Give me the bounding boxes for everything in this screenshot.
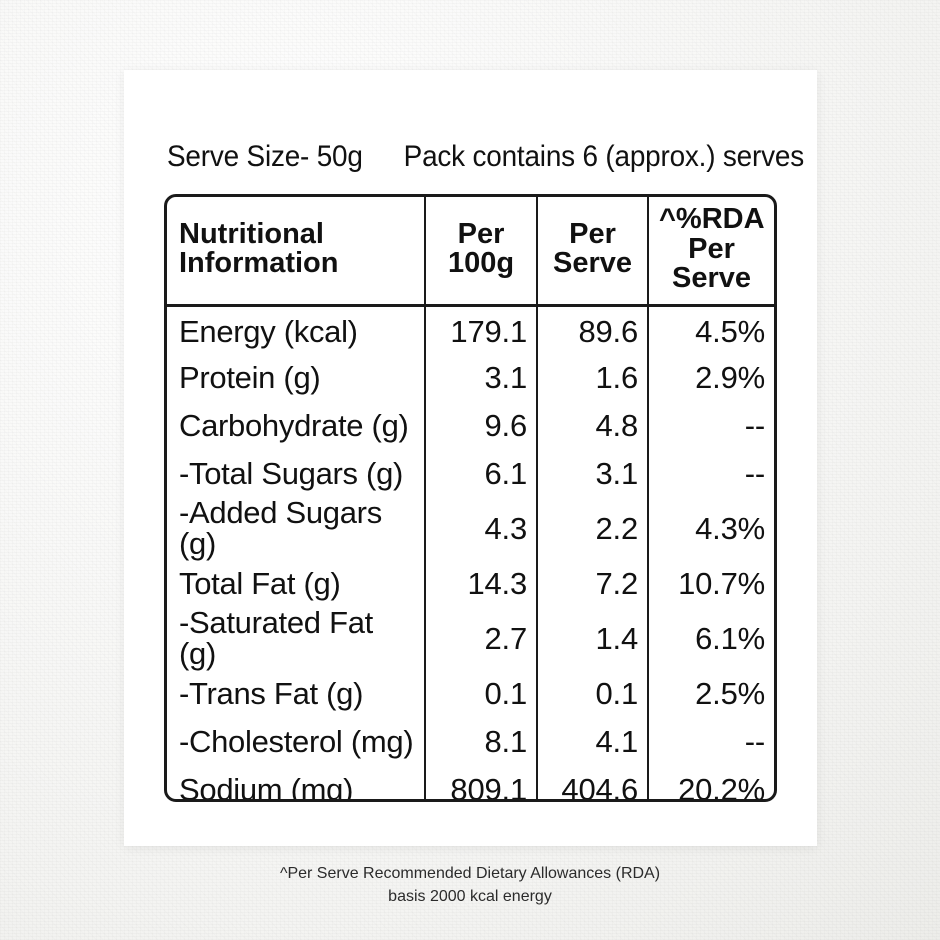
header-rda-line-2: Per Serve — [671, 232, 751, 295]
rda-per-serve-cell: -- — [647, 401, 774, 450]
table-row: -Added Sugars (g) 4.3 2.2 4.3% — [167, 495, 774, 562]
header-per100g-line-2: 100g — [447, 247, 515, 280]
per-serve-cell: 1.6 — [536, 353, 648, 402]
table-row: Protein (g) 3.1 1.6 2.9% — [167, 353, 774, 402]
nutrient-name-cell: Energy (kcal) — [179, 314, 358, 350]
rda-per-serve-cell: 10.7% — [647, 559, 774, 608]
per-100g-cell: 8.1 — [424, 717, 537, 766]
per-100g-cell: 809.1 — [424, 765, 537, 799]
per-100g-cell: 14.3 — [424, 559, 537, 608]
table-row: Total Fat (g) 14.3 7.2 10.7% — [167, 559, 774, 608]
table-row: -Saturated Fat (g) 2.7 1.4 6.1% — [167, 605, 774, 672]
per-100g-cell: 0.1 — [424, 669, 537, 718]
nutrition-table-element: Nutritional Information Per 100g Per Ser… — [167, 197, 774, 802]
rda-per-serve-cell: 20.2% — [647, 765, 774, 799]
per-serve-cell: 2.2 — [536, 497, 648, 560]
nutrient-name-cell: -Added Sugars (g) — [179, 495, 382, 562]
table-row: -Cholesterol (mg) 8.1 4.1 -- — [167, 717, 774, 766]
per-serve-cell: 1.4 — [536, 607, 648, 670]
nutrient-name-cell: Sodium (mg) — [179, 771, 354, 802]
nutrition-label-card: Serve Size- 50g Pack contains 6 (approx.… — [124, 70, 817, 846]
footnote-line-1: ^Per Serve Recommended Dietary Allowance… — [279, 865, 661, 882]
header-rda-line-1: ^%RDA — [659, 203, 765, 235]
table-row: Carbohydrate (g) 9.6 4.8 -- — [167, 401, 774, 450]
table-header: Nutritional Information Per 100g Per Ser… — [167, 197, 774, 307]
per-serve-cell: 3.1 — [536, 449, 648, 498]
table-header-row: Nutritional Information Per 100g Per Ser… — [167, 197, 774, 307]
nutrient-name-cell: -Total Sugars (g) — [179, 455, 404, 491]
footnote: ^Per Serve Recommended Dietary Allowance… — [0, 862, 940, 908]
column-header-nutritional-information: Nutritional Information — [167, 197, 425, 307]
column-header-rda-per-serve: ^%RDA Per Serve — [647, 197, 774, 307]
nutrition-facts-table: Nutritional Information Per 100g Per Ser… — [164, 194, 777, 802]
per-serve-cell: 404.6 — [536, 765, 648, 799]
rda-per-serve-cell: 6.1% — [647, 607, 774, 670]
rda-per-serve-cell: 4.3% — [647, 497, 774, 560]
rda-per-serve-cell: 2.5% — [647, 669, 774, 718]
column-header-per-serve: Per Serve — [536, 197, 648, 307]
per-serve-cell: 7.2 — [536, 559, 648, 608]
nutrient-name-cell: Protein (g) — [179, 359, 321, 395]
nutrient-name-cell: -Saturated Fat (g) — [179, 605, 373, 672]
column-header-per-100g: Per 100g — [424, 197, 537, 307]
nutrient-name-cell: -Cholesterol (mg) — [179, 723, 414, 759]
per-100g-cell: 9.6 — [424, 401, 537, 450]
per-100g-cell: 4.3 — [424, 497, 537, 560]
per-100g-cell: 179.1 — [424, 305, 537, 354]
nutrient-name-cell: Carbohydrate (g) — [179, 407, 409, 443]
serve-size-text: Serve Size- 50g — [167, 140, 363, 173]
header-name-line-1: Nutritional — [179, 217, 324, 250]
nutrient-name-cell: Total Fat (g) — [179, 565, 341, 601]
rda-per-serve-cell: -- — [647, 717, 774, 766]
table-row: -Trans Fat (g) 0.1 0.1 2.5% — [167, 669, 774, 718]
rda-per-serve-cell: 4.5% — [647, 305, 774, 354]
per-serve-cell: 4.8 — [536, 401, 648, 450]
header-per100g-line-1: Per — [457, 217, 505, 250]
per-serve-cell: 0.1 — [536, 669, 648, 718]
table-row: Sodium (mg) 809.1 404.6 20.2% — [167, 765, 774, 802]
nutrient-name-cell: -Trans Fat (g) — [179, 675, 364, 711]
rda-per-serve-cell: 2.9% — [647, 353, 774, 402]
header-name-line-2: Information — [179, 247, 339, 280]
per-serve-cell: 89.6 — [536, 305, 648, 354]
per-100g-cell: 2.7 — [424, 607, 537, 670]
per-serve-cell: 4.1 — [536, 717, 648, 766]
table-row: -Total Sugars (g) 6.1 3.1 -- — [167, 449, 774, 498]
serve-info-line: Serve Size- 50g Pack contains 6 (approx.… — [167, 140, 804, 180]
table-body: Energy (kcal) 179.1 89.6 4.5% Protein (g) 3.1… — [167, 305, 774, 802]
per-100g-cell: 6.1 — [424, 449, 537, 498]
table-row: Energy (kcal) 179.1 89.6 4.5% — [167, 305, 774, 354]
footnote-line-2: basis 2000 kcal energy — [388, 888, 552, 906]
per-100g-cell: 3.1 — [424, 353, 537, 402]
pack-contains-text: Pack contains 6 (approx.) serves — [403, 140, 805, 173]
header-perserve-line-1: Per — [569, 217, 616, 250]
header-perserve-line-2: Serve — [552, 247, 632, 280]
rda-per-serve-cell: -- — [647, 449, 774, 498]
